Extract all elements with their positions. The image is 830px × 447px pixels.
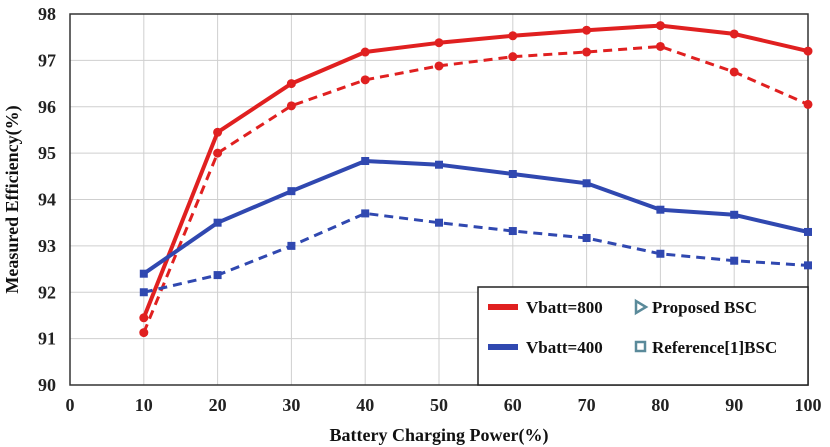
data-point [804,227,812,236]
y-tick-label: 95 [38,143,56,163]
data-point [730,256,739,265]
y-tick-label: 92 [38,282,56,302]
data-point [213,148,223,158]
data-point [361,157,370,166]
data-point [139,313,149,323]
series-line [142,159,809,276]
data-point [655,21,665,31]
data-point [361,209,370,218]
x-tick-label: 80 [651,395,669,415]
data-point [803,99,813,109]
data-point [730,210,739,219]
legend-label: Reference[1]BSC [652,338,777,357]
data-point [582,179,591,188]
tick-labels: 0 10 20 30 40 50 60 70 80 90 100 90 91 92 93 94 95 96 97 98 [38,4,822,415]
x-tick-label: 30 [282,395,300,415]
x-tick-label: 40 [356,395,374,415]
y-tick-label: 91 [38,329,56,349]
data-point [287,187,296,196]
x-tick-label: 70 [578,395,596,415]
data-point [286,101,296,111]
data-point [582,25,592,35]
legend-box [477,286,809,386]
data-point [435,160,443,169]
data-point [360,75,370,85]
data-point [508,227,517,236]
x-tick-label: 60 [504,395,522,415]
data-point [213,218,222,227]
y-tick-label: 97 [38,50,56,70]
data-point [655,41,665,51]
series-2 [139,157,812,278]
series-line [143,211,809,294]
data-point [287,241,296,250]
x-tick-label: 20 [209,395,227,415]
x-axis-label: Battery Charging Power(%) [330,425,549,446]
data-point [435,218,443,227]
series-line [141,23,809,319]
data-point [582,47,592,57]
data-point [139,269,148,278]
legend-square-icon [634,340,647,353]
series-0 [139,21,813,323]
series-layer [139,21,813,338]
y-tick-label: 94 [38,190,56,210]
data-point [508,52,518,62]
series-1 [139,41,813,338]
y-tick-label: 96 [38,97,56,117]
series-3 [139,209,812,297]
data-point [582,233,591,242]
legend: Vbatt=800 Proposed BSC Vbatt=400 Reference[… [477,286,809,386]
data-point [729,29,739,39]
data-point [729,67,739,77]
data-point [434,38,444,48]
data-point [213,271,222,280]
data-point [213,127,223,137]
plot-frame [69,13,809,386]
y-tick-label: 98 [38,4,56,24]
data-point [434,61,444,71]
series-line [142,45,809,334]
data-point [139,288,148,297]
data-point [286,79,296,89]
x-tick-label: 100 [795,395,822,415]
legend-label: Proposed BSC [652,298,757,317]
legend-label: Vbatt=800 [526,298,603,317]
y-axis-label: Measured Efficiency(%) [2,105,23,293]
data-point [139,328,149,338]
data-point [508,31,518,41]
data-point [656,205,665,214]
y-tick-label: 93 [38,236,56,256]
data-point [360,47,370,57]
data-point [656,249,665,258]
x-tick-label: 0 [66,395,75,415]
x-tick-label: 90 [725,395,743,415]
x-tick-label: 10 [135,395,153,415]
x-tick-label: 50 [430,395,448,415]
legend-label: Vbatt=400 [526,338,603,357]
legend-triangle-icon [634,298,649,316]
data-point [803,46,813,56]
y-tick-label: 90 [38,375,56,395]
data-point [804,261,812,270]
data-point [508,169,517,178]
